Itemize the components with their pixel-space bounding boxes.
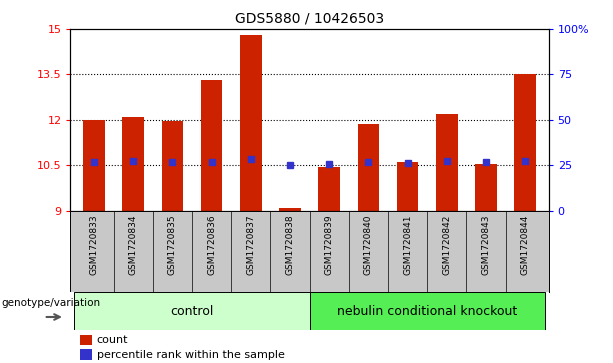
Text: GSM1720840: GSM1720840 — [364, 215, 373, 275]
Text: GSM1720837: GSM1720837 — [246, 215, 255, 275]
Text: GSM1720836: GSM1720836 — [207, 215, 216, 275]
Bar — [357, 125, 379, 211]
Title: GDS5880 / 10426503: GDS5880 / 10426503 — [235, 11, 384, 25]
Bar — [240, 35, 262, 211]
Bar — [310, 292, 545, 330]
Text: nebulin conditional knockout: nebulin conditional knockout — [337, 305, 517, 318]
Text: GSM1720844: GSM1720844 — [520, 215, 530, 275]
Bar — [83, 120, 105, 211]
Text: GSM1720834: GSM1720834 — [129, 215, 138, 275]
Text: GSM1720833: GSM1720833 — [89, 215, 99, 275]
Bar — [397, 162, 418, 211]
Bar — [162, 121, 183, 211]
Bar — [436, 114, 457, 211]
Text: GSM1720841: GSM1720841 — [403, 215, 412, 275]
Text: GSM1720835: GSM1720835 — [168, 215, 177, 275]
Text: GSM1720839: GSM1720839 — [325, 215, 333, 275]
Text: control: control — [170, 305, 214, 318]
Bar — [201, 81, 223, 211]
Bar — [475, 164, 497, 211]
Bar — [80, 349, 92, 360]
Text: percentile rank within the sample: percentile rank within the sample — [97, 350, 284, 359]
Bar — [514, 74, 536, 211]
Text: GSM1720843: GSM1720843 — [481, 215, 490, 275]
Bar — [80, 335, 92, 345]
Bar — [74, 292, 310, 330]
Text: GSM1720842: GSM1720842 — [442, 215, 451, 275]
Bar — [279, 208, 301, 211]
Text: GSM1720838: GSM1720838 — [286, 215, 294, 275]
Text: genotype/variation: genotype/variation — [1, 298, 101, 308]
Text: count: count — [97, 335, 128, 345]
Bar — [123, 117, 144, 211]
Bar — [318, 167, 340, 211]
